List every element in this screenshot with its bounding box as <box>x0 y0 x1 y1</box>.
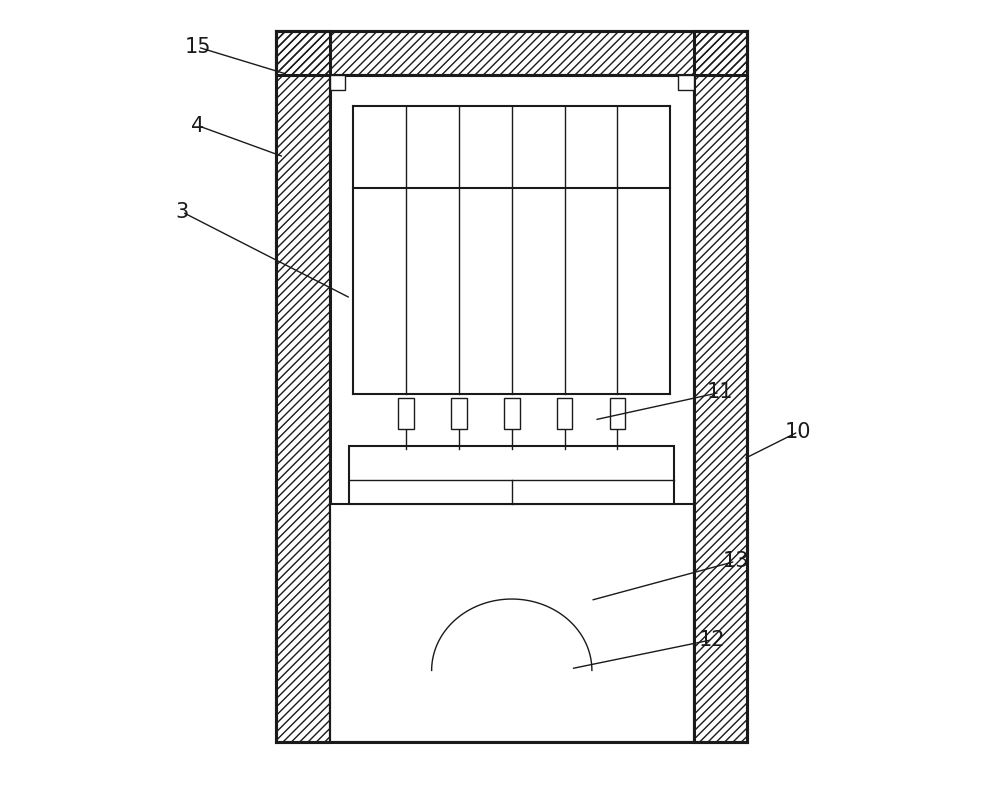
Text: 10: 10 <box>785 422 812 442</box>
Bar <box>276 31 747 75</box>
Bar <box>694 31 747 742</box>
Bar <box>451 398 467 429</box>
Text: 12: 12 <box>699 630 725 650</box>
Bar <box>504 398 520 429</box>
Bar <box>694 31 747 742</box>
Text: 4: 4 <box>191 115 204 136</box>
Bar <box>276 31 330 742</box>
Bar <box>398 398 414 429</box>
Bar <box>557 398 572 429</box>
Bar <box>276 31 747 75</box>
Bar <box>276 31 330 742</box>
Text: 13: 13 <box>722 551 749 571</box>
Text: 15: 15 <box>185 37 211 57</box>
Bar <box>610 398 625 429</box>
Text: 11: 11 <box>707 382 733 403</box>
Bar <box>678 75 694 90</box>
Bar <box>330 75 345 90</box>
Text: 3: 3 <box>175 202 189 222</box>
Bar <box>349 447 674 504</box>
Bar <box>330 504 694 742</box>
